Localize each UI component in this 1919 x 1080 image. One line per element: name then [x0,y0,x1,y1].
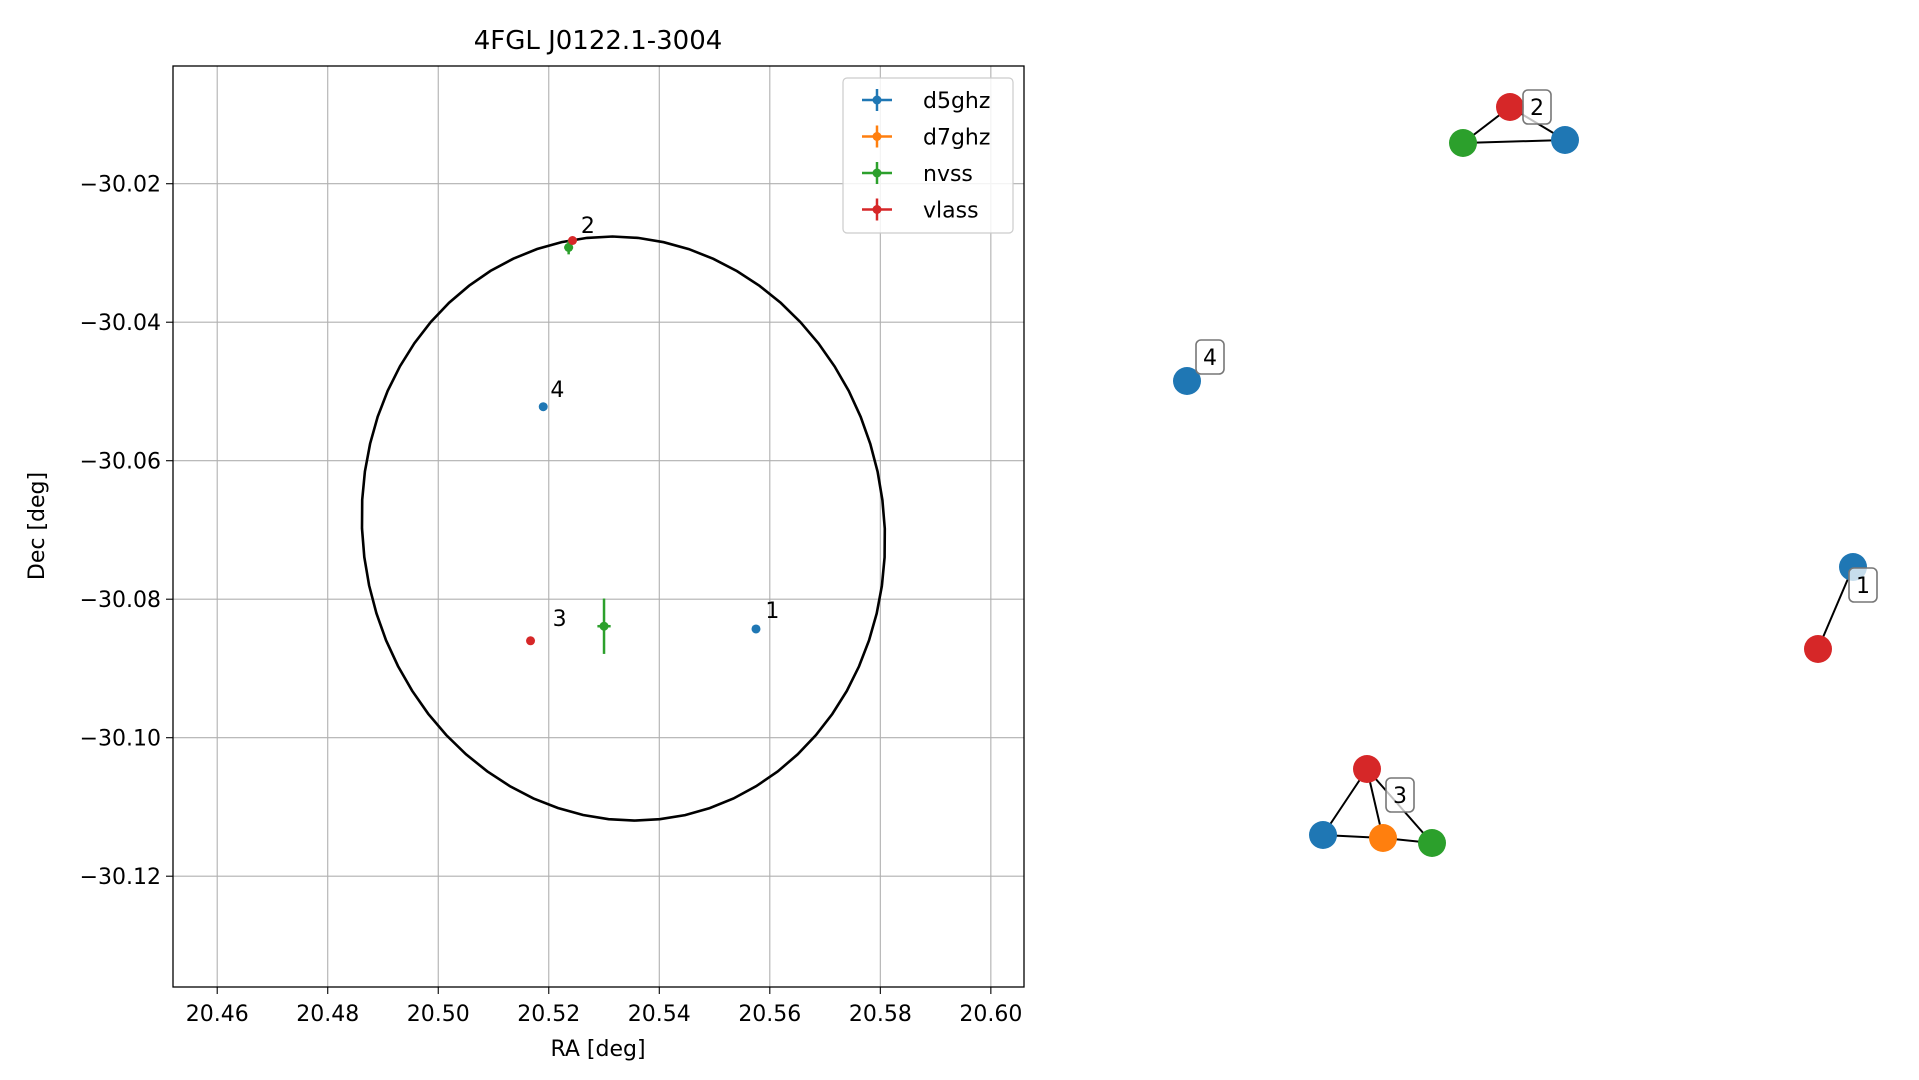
point-annotation: 1 [765,599,779,624]
legend-entry-d7ghz: d7ghz [862,125,990,151]
x-tick-label: 20.48 [296,1002,359,1027]
network-node-d5ghz [1173,367,1201,395]
scatter-panel: 1 2 3 4 20.46 20.48 20.50 20.52 20.54 20.56 20.58… [25,26,1025,1062]
point-annotation: 3 [553,607,567,632]
point-annotation: 4 [550,378,564,403]
network-node-vlass [1353,755,1381,783]
x-tick-label: 20.50 [407,1002,470,1027]
legend-label: vlass [923,199,979,224]
legend-label: d5ghz [923,89,990,114]
annotations: 1 2 3 4 [550,214,779,632]
y-tick-label: −30.04 [80,311,161,336]
legend-label: d7ghz [923,126,990,151]
group-label-2: 2 [1522,89,1552,125]
error-ellipse [360,235,887,822]
network-node-d7ghz [1369,824,1397,852]
y-axis-ticks: −30.02 −30.04 −30.06 −30.08 −30.10 −30.12 [80,173,173,890]
group-label-3: 3 [1385,777,1415,813]
x-tick-label: 20.52 [517,1002,580,1027]
x-axis-label: RA [deg] [550,1037,645,1062]
network-edge [1462,139,1566,144]
legend-entry-d5ghz: d5ghz [862,89,990,114]
data-point-nvss [597,598,611,654]
network-node-nvss [1418,829,1446,857]
x-tick-label: 20.46 [186,1002,249,1027]
network-panel: 2 4 1 3 [1173,89,1878,857]
y-axis-label: Dec [deg] [25,472,50,580]
data-point-d5ghz [538,402,548,412]
y-tick-label: −30.12 [80,865,161,890]
point-annotation: 2 [581,214,595,239]
group-label-1: 1 [1848,567,1878,603]
x-tick-label: 20.58 [849,1002,912,1027]
data-points [526,236,761,654]
network-node-vlass [1496,93,1524,121]
network-group-labels: 2 4 1 3 [1195,89,1878,813]
y-tick-label: −30.06 [80,450,161,475]
grid [173,66,1024,987]
network-node-d5ghz [1309,821,1337,849]
svg-text:2: 2 [1530,96,1544,121]
svg-text:3: 3 [1393,784,1407,809]
data-point-d5ghz [751,624,761,634]
x-tick-label: 20.54 [628,1002,691,1027]
legend-entry-vlass: vlass [862,198,979,224]
y-tick-label: −30.10 [80,727,161,752]
x-axis-ticks: 20.46 20.48 20.50 20.52 20.54 20.56 20.58 20.60 [186,987,1022,1027]
svg-text:1: 1 [1856,574,1870,599]
x-tick-label: 20.60 [959,1002,1022,1027]
data-point-vlass [568,236,578,246]
data-point-nvss [564,240,574,255]
y-tick-label: −30.02 [80,173,161,198]
svg-text:4: 4 [1203,346,1217,371]
legend: d5ghz d7ghz nvss vlass [842,77,1014,234]
network-node-vlass [1804,635,1832,663]
network-nodes [1173,93,1867,857]
group-label-4: 4 [1195,339,1225,375]
chart-title: 4FGL J0122.1-3004 [474,26,723,56]
network-edges [1322,106,1854,844]
data-point-vlass [526,636,536,646]
network-node-d5ghz [1551,126,1579,154]
x-tick-label: 20.56 [738,1002,801,1027]
error-ellipse-layer [360,235,887,822]
plot-frame [172,65,1025,988]
legend-box [842,77,1014,234]
network-node-nvss [1449,129,1477,157]
y-tick-label: −30.08 [80,588,161,613]
legend-label: nvss [923,162,973,187]
legend-entry-nvss: nvss [862,162,973,187]
network-edge [1817,566,1854,650]
